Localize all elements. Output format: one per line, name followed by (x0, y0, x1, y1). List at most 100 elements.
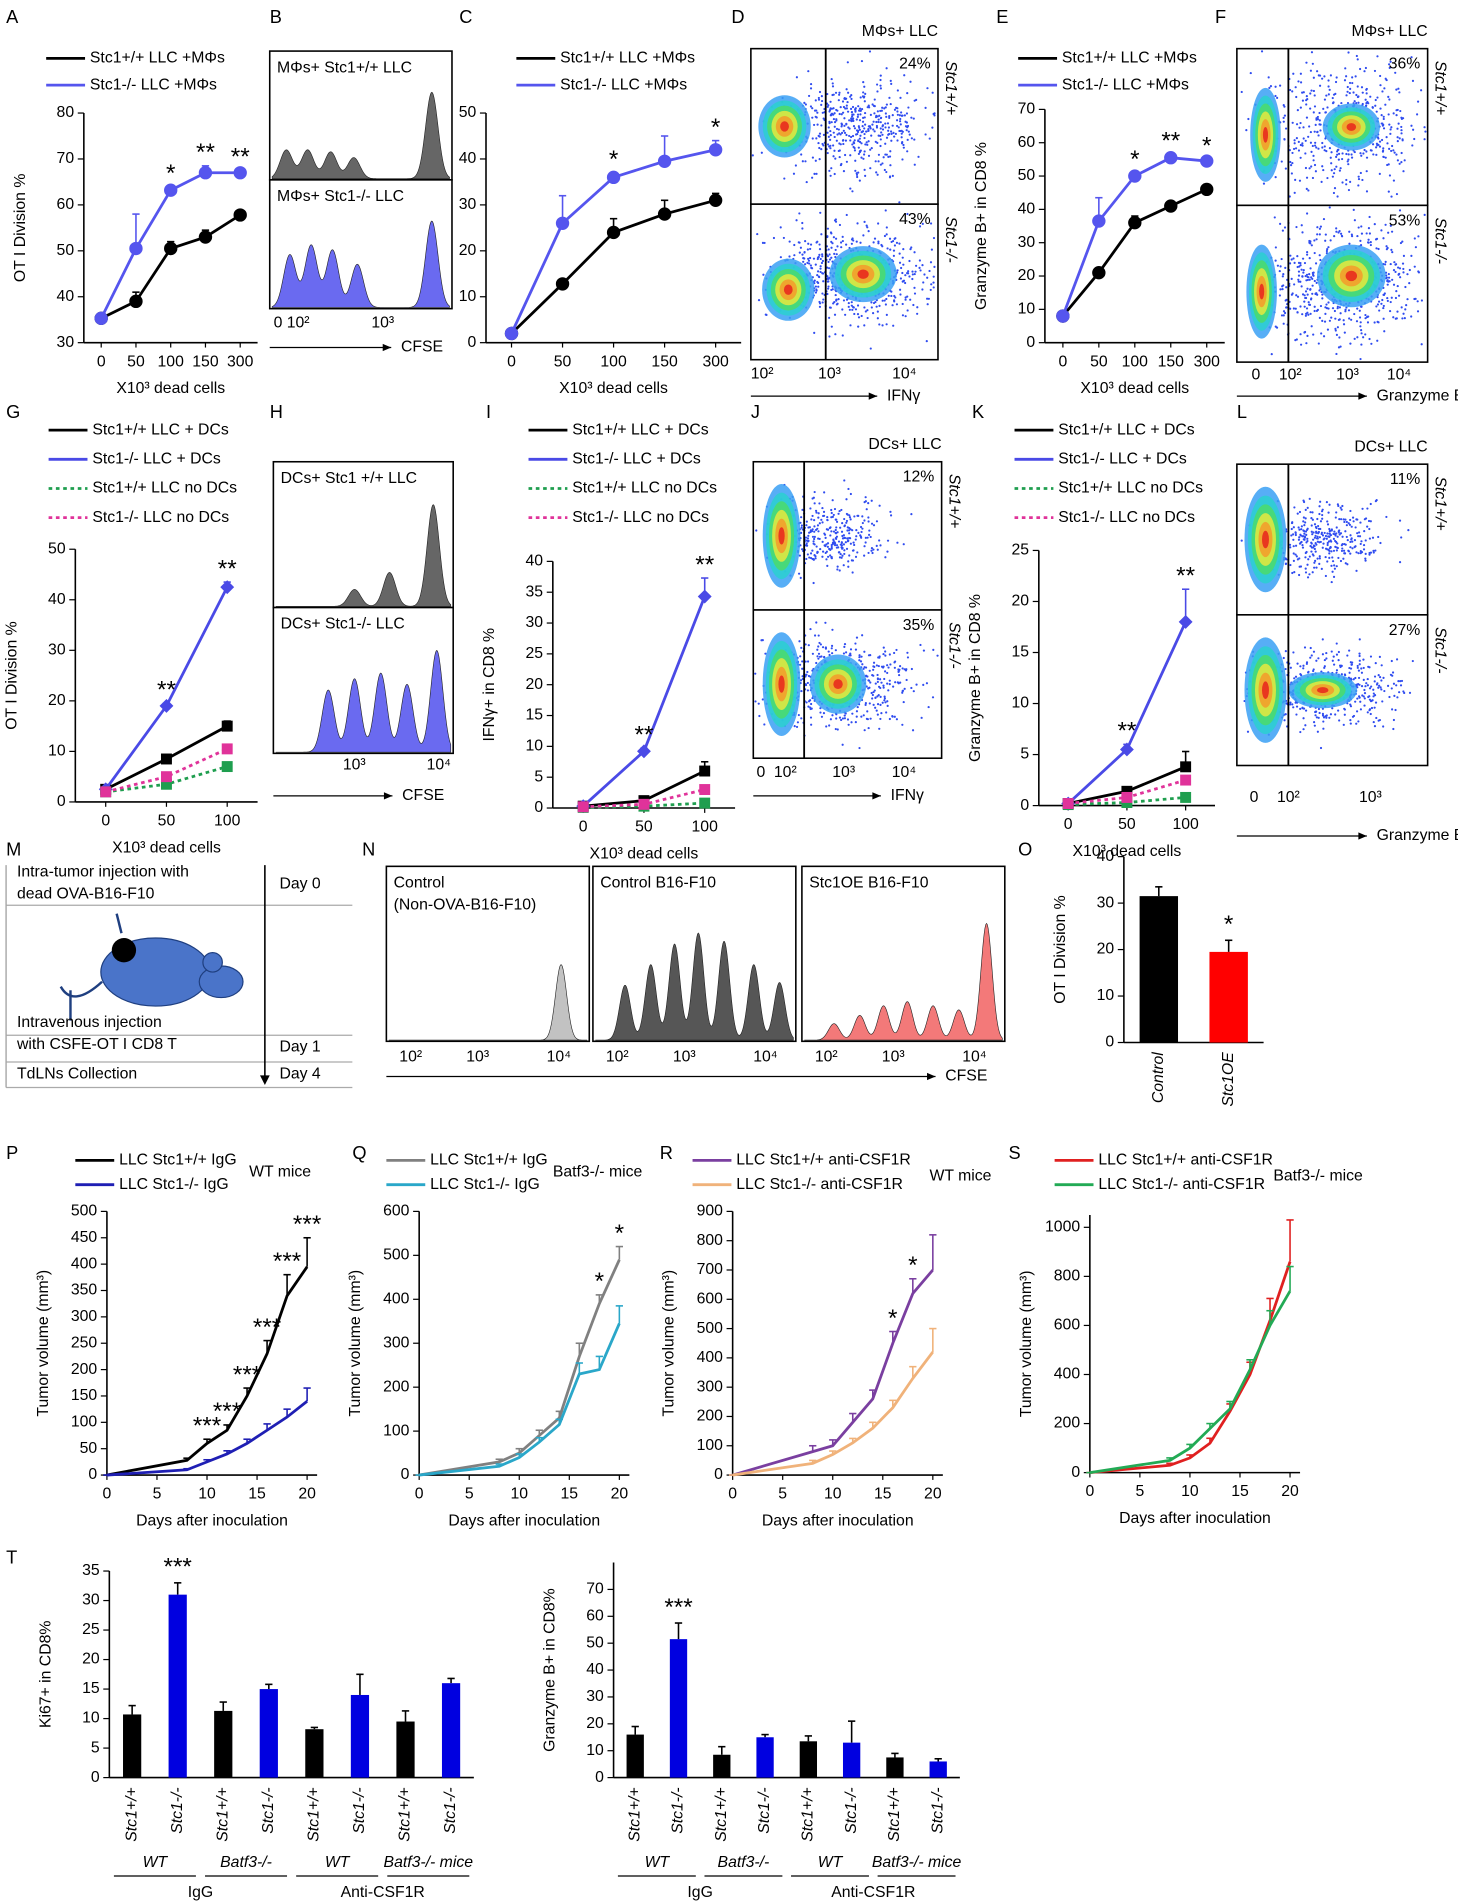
y-tick-label: 200 (697, 1408, 724, 1425)
density-dot (826, 555, 830, 558)
density-dot (1337, 556, 1340, 560)
density-dot (809, 264, 812, 267)
density-dot (929, 288, 932, 291)
density-dot (1412, 128, 1415, 131)
density-dot (1357, 95, 1360, 98)
density-dot (833, 544, 837, 547)
x-tick-label: 300 (227, 353, 254, 370)
axis-label: CFSE (402, 787, 444, 804)
density-dot (1376, 144, 1379, 147)
y-tick-label: 35 (526, 583, 544, 600)
density-dot (1310, 244, 1313, 247)
density-dot (1399, 241, 1403, 245)
density-dot (1296, 558, 1299, 561)
density-dot (880, 109, 883, 112)
density-dot (1389, 224, 1392, 227)
density-dot (842, 111, 845, 114)
density-dot (845, 519, 849, 523)
density-dot (868, 702, 871, 705)
density-dot (1395, 192, 1399, 196)
density-dot (1310, 297, 1313, 300)
density-dot (1366, 684, 1369, 687)
bar (214, 1710, 233, 1778)
density-dot (881, 701, 884, 704)
density-dot (1284, 167, 1287, 170)
density-dot (895, 718, 898, 721)
density-dot (1313, 523, 1317, 526)
density-dot (1312, 159, 1315, 162)
density-dot (876, 310, 879, 313)
legend-label: Stc1+/+ LLC + DCs (1058, 421, 1195, 438)
treatment-label: Anti-CSF1R (341, 1884, 425, 1901)
significance: *** (273, 1248, 302, 1275)
x-tick-label: 10³ (1359, 789, 1382, 806)
x-tick-label: 10³ (673, 1048, 696, 1065)
density-dot (1292, 72, 1295, 75)
density-dot (861, 521, 864, 525)
density-dot (878, 656, 881, 659)
density-dot (1331, 307, 1335, 310)
density-dot (1306, 98, 1309, 101)
density-dot (845, 104, 848, 107)
density-dot (807, 534, 810, 537)
density-dot (828, 253, 831, 256)
density-dot (1400, 151, 1403, 155)
density-dot (1325, 501, 1328, 504)
density-dot (1334, 327, 1337, 330)
density-dot (884, 209, 887, 212)
density-dot (1318, 711, 1321, 715)
density-dot (902, 248, 905, 251)
density-dot (1349, 180, 1352, 183)
density-dot (1317, 657, 1320, 660)
density-dot (1317, 134, 1320, 137)
density-dot (845, 133, 848, 137)
axis-label: IFNγ (891, 787, 924, 804)
density-dot (1396, 310, 1399, 313)
density-dot (1376, 96, 1379, 99)
marker (129, 241, 143, 256)
density-dot (1318, 505, 1321, 508)
density-dot (1342, 723, 1345, 726)
density-dot (1309, 544, 1312, 548)
density-dot (1306, 293, 1309, 296)
density-dot (1284, 266, 1287, 269)
marker (1164, 199, 1178, 213)
density-dot (1304, 152, 1307, 155)
density-dot (932, 275, 935, 278)
axis-label: Granzyme B (1377, 387, 1458, 404)
density-dot (1379, 541, 1382, 545)
density-dot (1314, 141, 1317, 144)
density-dot (876, 90, 879, 93)
density-dot (889, 79, 892, 82)
density-dot (1359, 700, 1362, 703)
density-dot (878, 323, 881, 326)
density-dot (888, 132, 891, 136)
density-dot (898, 288, 902, 291)
density-dot (862, 81, 865, 84)
density-dot (1363, 704, 1366, 707)
density-dot (872, 703, 875, 706)
density-dot (862, 714, 865, 717)
density-dot (1326, 176, 1329, 180)
density-dot (816, 524, 820, 527)
density-dot (817, 645, 820, 648)
density-dot (795, 725, 799, 729)
density-dot (843, 714, 846, 717)
density-dot (1349, 677, 1352, 680)
density-dot (885, 297, 888, 301)
density-dot (1345, 75, 1348, 78)
density-dot (831, 288, 834, 291)
density-dot (829, 174, 832, 177)
density-dot (1300, 674, 1303, 677)
density-dot (1300, 528, 1303, 531)
density-dot (1387, 190, 1390, 193)
x-tick-label: 10⁴ (427, 757, 451, 774)
gate-percent: 43% (899, 211, 931, 228)
density-dot (848, 554, 851, 557)
density-dot (809, 243, 813, 246)
density-dot (1311, 533, 1314, 536)
density-dot (1321, 146, 1324, 149)
density-dot (1295, 225, 1298, 229)
density-dot (1363, 518, 1366, 521)
